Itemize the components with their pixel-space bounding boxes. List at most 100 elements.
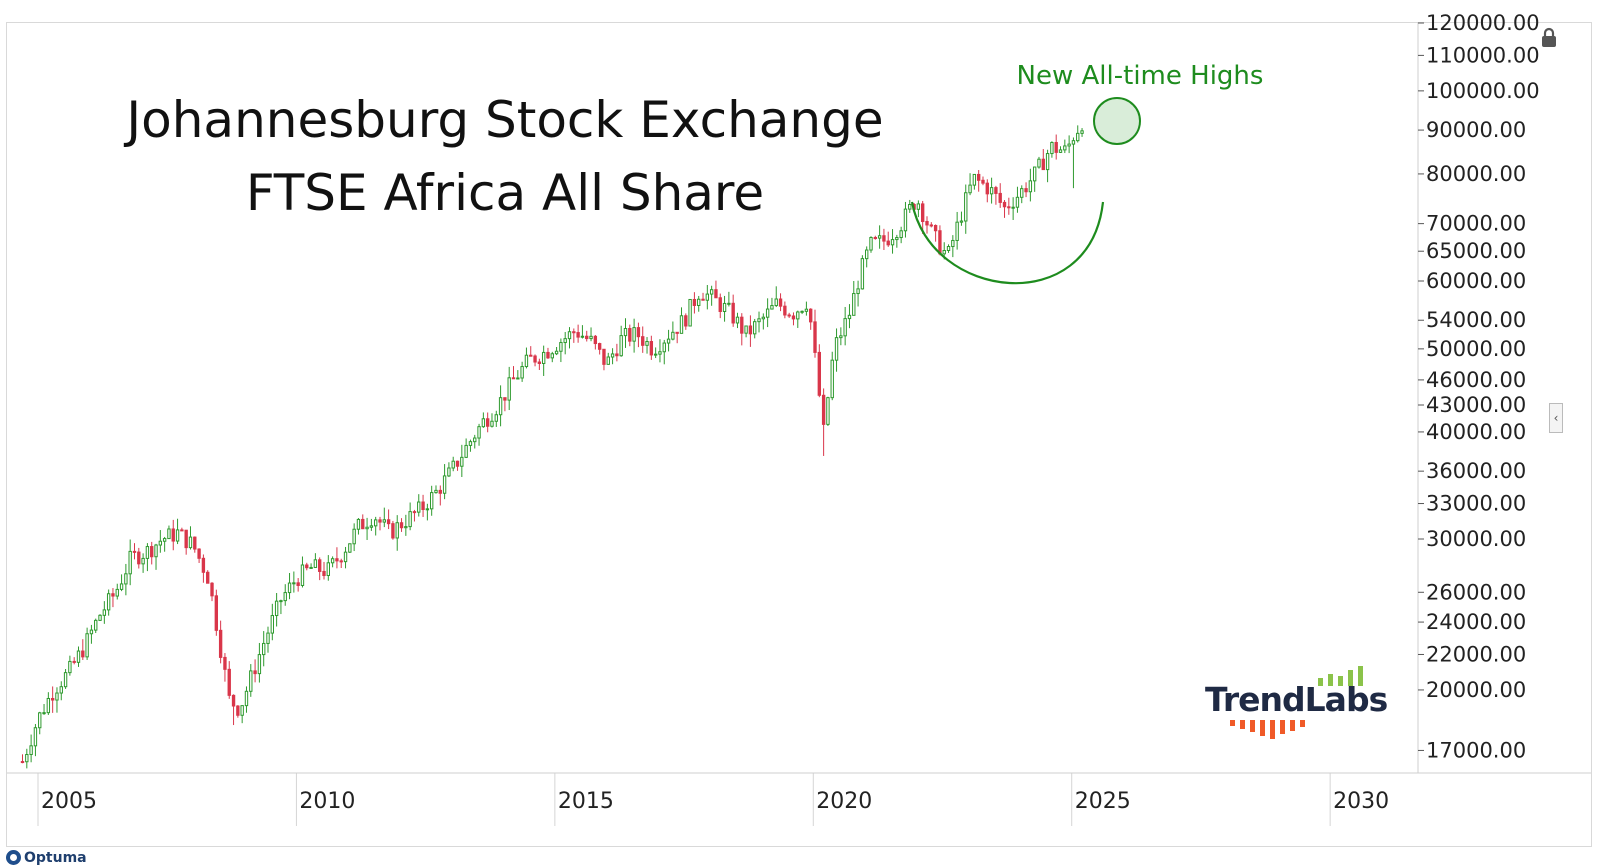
candle-body xyxy=(541,351,546,364)
candle-body xyxy=(628,327,632,342)
candle-body xyxy=(374,519,378,527)
candle-body xyxy=(399,522,404,529)
candle-body xyxy=(236,705,240,716)
candle-body xyxy=(1076,132,1080,142)
candle-body xyxy=(903,208,908,232)
candle-body xyxy=(774,298,778,307)
candle-body xyxy=(740,316,744,334)
base-arc-annotation xyxy=(910,201,1105,285)
candle-body xyxy=(1015,196,1020,208)
candle-body xyxy=(283,592,287,602)
candle-body xyxy=(348,543,352,553)
candle-body xyxy=(180,529,184,532)
candle-body xyxy=(524,354,529,368)
candle-body xyxy=(744,325,748,334)
candle-body xyxy=(662,342,666,353)
optuma-wordmark: Optuma xyxy=(24,849,87,866)
candle-body xyxy=(85,633,89,658)
x-tick-label: 2005 xyxy=(41,789,97,814)
candle-body xyxy=(959,220,964,223)
x-tick-label: 2025 xyxy=(1075,789,1131,814)
candle-body xyxy=(890,239,895,246)
candle-body xyxy=(843,318,847,337)
candle-body xyxy=(188,536,193,549)
candle-body xyxy=(697,298,701,306)
candle-body xyxy=(955,221,959,241)
candle-body xyxy=(765,308,770,318)
candle-body xyxy=(1011,206,1015,209)
candle-body xyxy=(516,377,520,380)
candle-body xyxy=(343,551,348,563)
candle-body xyxy=(128,550,132,575)
candle-body xyxy=(537,361,542,364)
candle-body xyxy=(787,314,791,317)
candle-body xyxy=(653,353,658,356)
candle-body xyxy=(572,331,576,334)
candle-body xyxy=(1054,142,1058,153)
candle-body xyxy=(791,315,796,320)
y-tick-label: 90000.00 xyxy=(1426,118,1526,142)
trendlabs-bars xyxy=(1230,666,1363,739)
candle-body xyxy=(839,335,843,339)
candle-body xyxy=(59,686,63,694)
candle-body xyxy=(162,538,167,542)
trendlabs-wordmark: TrendLabs xyxy=(1205,680,1388,719)
y-tick-label: 30000.00 xyxy=(1426,527,1526,551)
candle-body xyxy=(473,437,477,443)
candle-body xyxy=(976,173,981,181)
candle-body xyxy=(326,562,330,577)
candle-body xyxy=(412,511,417,514)
candle-body xyxy=(675,331,679,334)
candle-body xyxy=(679,315,684,334)
candle-body xyxy=(490,420,494,427)
candle-body xyxy=(503,397,507,401)
chart-title-line-1: Johannesburg Stock Exchange xyxy=(123,91,883,149)
y-tick-label: 120000.00 xyxy=(1426,11,1540,35)
candle-body xyxy=(417,501,421,513)
candle-body xyxy=(89,629,94,635)
candle-body xyxy=(619,335,623,357)
candle-body xyxy=(856,288,860,295)
candle-body xyxy=(705,293,710,301)
candle-body xyxy=(253,670,257,675)
candle-body xyxy=(709,289,714,295)
candle-body xyxy=(994,187,998,194)
candle-body xyxy=(942,250,946,255)
x-tick-label: 2010 xyxy=(299,789,355,814)
candle-body xyxy=(498,397,503,416)
candle-body xyxy=(404,526,408,529)
candle-body xyxy=(214,595,219,631)
candle-body xyxy=(369,525,374,528)
candle-body xyxy=(81,650,85,658)
y-tick-label: 60000.00 xyxy=(1426,269,1526,293)
candle-body xyxy=(585,335,589,340)
candle-body xyxy=(197,548,201,559)
candle-body xyxy=(287,582,292,594)
candle-body xyxy=(193,536,197,550)
candle-body xyxy=(227,668,231,696)
candle-body xyxy=(29,745,33,756)
candle-body xyxy=(761,316,766,320)
candle-body xyxy=(425,508,430,511)
candle-body xyxy=(908,203,912,210)
candle-body xyxy=(873,237,877,240)
candle-body xyxy=(262,642,266,656)
chevron-left-icon[interactable]: ‹ xyxy=(1549,403,1563,433)
candle-body xyxy=(632,327,636,342)
y-tick-label: 100000.00 xyxy=(1426,79,1540,103)
candle-body xyxy=(231,694,236,707)
candle-body xyxy=(339,560,343,563)
lock-icon[interactable] xyxy=(1538,26,1560,48)
candle-body xyxy=(938,230,942,255)
candle-body xyxy=(796,311,800,320)
candle-body xyxy=(485,418,490,427)
candle-body xyxy=(76,650,81,663)
candle-body xyxy=(981,179,985,184)
candle-body xyxy=(895,237,899,241)
candle-body xyxy=(335,558,339,562)
candle-body xyxy=(860,258,865,290)
candle-body xyxy=(150,546,154,558)
candle-body xyxy=(597,343,602,350)
candle-body xyxy=(809,308,813,323)
